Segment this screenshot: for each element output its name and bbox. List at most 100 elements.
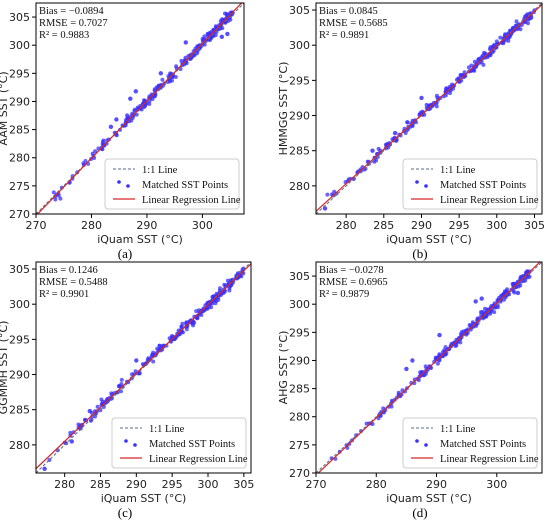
scatter-point — [223, 11, 227, 16]
stat-line: R² = 0.9891 — [319, 30, 369, 41]
scatter-point — [90, 151, 95, 156]
scatter-point — [396, 390, 401, 395]
scatter-point — [180, 330, 185, 335]
scatter-point — [493, 305, 498, 310]
scatter-point — [469, 63, 474, 68]
scatter-point — [99, 397, 104, 402]
scatter-point — [134, 112, 139, 117]
scatter-point — [214, 299, 219, 304]
axes-frame — [35, 2, 245, 215]
scatter-point — [200, 36, 205, 41]
x-tick-label: 305 — [524, 219, 545, 232]
plot-area — [316, 3, 542, 214]
scatter-point — [222, 20, 227, 24]
scatter-point — [222, 282, 227, 287]
scatter-point-outlier — [183, 40, 188, 45]
y-tick-label: 300 — [9, 39, 30, 52]
axes-frame — [315, 2, 543, 215]
scatter-point — [512, 290, 517, 295]
y-tick-label: 285 — [9, 124, 30, 137]
scatter-point — [470, 320, 475, 325]
x-tick-label: 280 — [54, 478, 75, 491]
y-tick-label: 280 — [289, 411, 310, 424]
legend: 1:1 Line Matched SST Points Linear Regress… — [104, 158, 241, 210]
stat-line: RMSE = 0.6965 — [319, 277, 388, 288]
scatter-point — [434, 104, 439, 109]
y-tick-label: 305 — [9, 263, 30, 276]
panel-label: (d) — [412, 505, 427, 520]
regression-line — [316, 4, 542, 212]
x-tick-label: 300 — [486, 478, 507, 491]
scatter-point — [184, 327, 189, 332]
legend-entry: Linear Regression Line — [440, 454, 539, 465]
plot-area — [316, 262, 542, 473]
y-tick-label: 295 — [289, 326, 310, 339]
x-tick-label: 280 — [366, 478, 387, 491]
scatter-point — [518, 283, 523, 288]
regression-line — [36, 3, 243, 214]
scatter-point — [194, 309, 199, 314]
scatter-point — [202, 42, 207, 47]
y-tick-label: 275 — [289, 439, 310, 452]
scatter-point — [51, 190, 56, 195]
x-tick-label: 305 — [233, 478, 254, 491]
scatter-point — [507, 33, 512, 38]
legend-entry: Matched SST Points — [440, 180, 526, 191]
scatter-point-outlier — [69, 439, 75, 444]
legend-swatch-points — [126, 184, 130, 188]
scatter-point — [58, 196, 63, 201]
panel-label: (c) — [118, 505, 132, 520]
x-tick-label: 290 — [426, 478, 447, 491]
panel-c: 280 285 290 295 300 305 280 285 290 295 300 305 iQua… — [0, 261, 254, 520]
y-tick-label: 290 — [9, 369, 30, 382]
legend-box — [402, 158, 538, 210]
legend-entry: Matched SST Points — [142, 180, 228, 191]
y-tick-label: 300 — [289, 39, 310, 52]
scatter-point-outlier — [419, 95, 424, 101]
stat-line: R² = 0.9901 — [39, 289, 89, 300]
scatter-point — [355, 170, 360, 175]
scatter-point — [443, 345, 448, 350]
stat-line: R² = 0.9883 — [39, 30, 89, 41]
scatter-point-outlier — [479, 296, 484, 301]
scatter-point — [114, 133, 119, 138]
scatter-point-outlier — [133, 89, 138, 94]
scatter-point — [325, 192, 330, 197]
scatter-point — [334, 191, 339, 196]
identity-line — [316, 262, 542, 473]
scatter-point — [424, 368, 429, 373]
stat-line: Bias = −0.0894 — [39, 6, 104, 17]
scatter-point-outlier — [404, 366, 409, 372]
x-tick-label: 285 — [90, 478, 111, 491]
y-tick-label: 270 — [9, 208, 30, 221]
legend-entry: 1:1 Line — [440, 165, 476, 176]
x-tick-label: 300 — [192, 219, 213, 232]
scatter-point — [453, 344, 458, 348]
scatter-point-outlier — [410, 358, 415, 363]
scatter-point — [155, 346, 160, 351]
y-tick-label: 280 — [9, 439, 30, 452]
y-axis-label: GGMMH SST (°C) — [0, 321, 10, 415]
y-tick-label: 295 — [9, 67, 30, 80]
scatter-point — [525, 275, 530, 280]
y-tick-label: 280 — [289, 180, 310, 193]
scatter-point — [119, 377, 124, 382]
scatter-point — [514, 19, 519, 24]
scatter-point-outlier — [158, 71, 163, 76]
y-tick-label: 305 — [289, 270, 310, 283]
legend: 1:1 Line Matched SST Points Linear Regress… — [402, 158, 539, 210]
x-tick-label: 295 — [449, 219, 470, 232]
y-axis-label: AAM SST (°C) — [0, 71, 10, 145]
legend-swatch-points — [415, 439, 419, 443]
scatter-point — [381, 406, 386, 411]
panel-a: 270 280 290 300 270 275 280 285 290 295 300 305 iQua… — [0, 2, 245, 261]
scatter-point — [449, 343, 454, 348]
scatter-point — [130, 372, 134, 377]
scatter-point-outlier — [87, 408, 93, 414]
panel-d: 270 280 290 300 270 275 280 285 290 295 300 305 iQua… — [277, 261, 543, 520]
identity-line — [36, 3, 244, 214]
legend-swatch-points — [117, 180, 121, 184]
legend-swatch-points — [124, 439, 128, 443]
scatter-point — [199, 313, 204, 317]
